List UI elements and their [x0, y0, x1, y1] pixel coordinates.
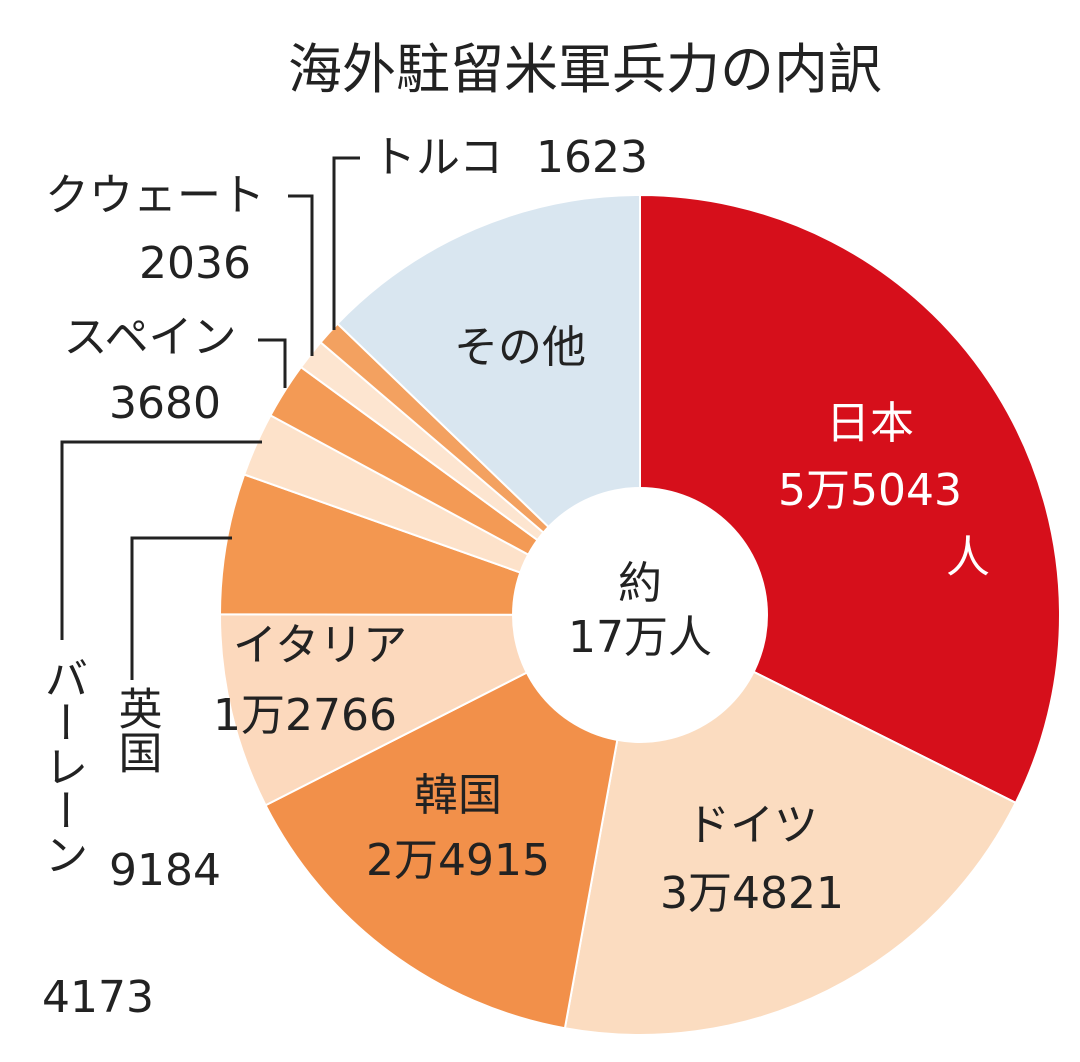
slice-label-kuwait: クウェート [45, 170, 265, 221]
pie-slice-9 [336, 193, 641, 618]
slice-label-japan: 日本 [826, 398, 914, 449]
leader-line-kuwait [288, 194, 314, 356]
leader-line-turkey [332, 156, 360, 330]
leader-line-spain [258, 338, 287, 388]
value-label-germany: 3万4821 [660, 868, 844, 919]
value-label-turkey: 1623 [536, 132, 648, 183]
slice-label-bahrain: バーレーン [37, 656, 88, 876]
value-label-japan: 5万5043 [778, 465, 962, 516]
chart-title: 海外駐留米軍兵力の内訳 [288, 38, 882, 101]
slice-label-germany: ドイツ [686, 800, 818, 851]
value-label-kuwait: 2036 [139, 238, 251, 289]
leader-line-uk [130, 536, 232, 680]
value-label-spain: 3680 [109, 378, 221, 429]
value-label-uk: 9184 [109, 845, 221, 896]
slice-label-spain: スペイン [64, 312, 237, 363]
value-label-korea: 2万4915 [366, 835, 550, 886]
slice-label-italy: イタリア [233, 620, 407, 671]
value-label-bahrain: 4173 [42, 972, 154, 1023]
pie-slice-2 [264, 613, 642, 1030]
value-label-italy: 1万2766 [213, 690, 397, 741]
leader-line-bahrain [60, 440, 262, 640]
slice-label-other: その他 [454, 322, 586, 373]
center-hole [512, 487, 768, 743]
center-label-line2: 17万人 [568, 612, 712, 663]
value-label-japan-unit: 人 [946, 532, 990, 583]
slice-label-korea: 韓国 [414, 770, 502, 821]
center-label-line1: 約 [618, 558, 662, 609]
slice-label-uk: 英国 [111, 686, 162, 774]
slice-label-turkey: トルコ [372, 132, 503, 183]
